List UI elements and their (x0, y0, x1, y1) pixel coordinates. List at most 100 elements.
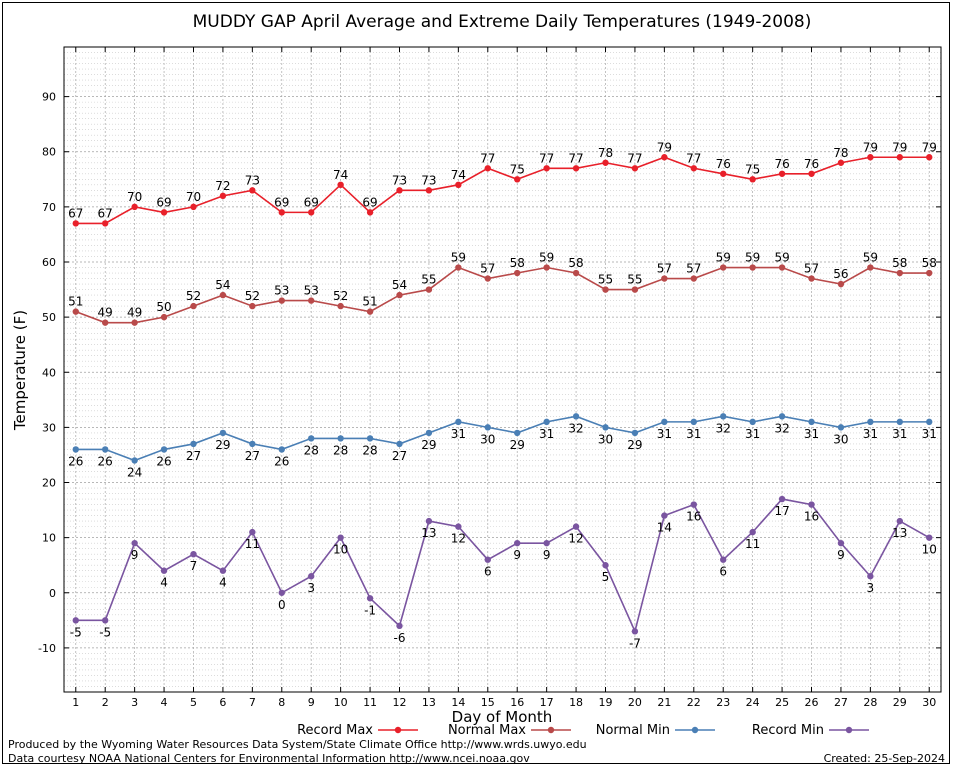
data-point-record-max (190, 203, 197, 211)
data-label-normal-max: 52 (186, 289, 201, 303)
data-label-record-min: 3 (307, 581, 315, 595)
data-point-normal-max (278, 297, 285, 304)
data-point-record-max (926, 154, 933, 161)
data-point-record-max (837, 159, 845, 166)
series-line-record-min (75, 498, 930, 634)
data-point-normal-max (396, 291, 403, 299)
data-label-record-max: 73 (245, 173, 260, 187)
data-point-normal-max (160, 313, 168, 321)
data-label-record-min: 13 (892, 526, 907, 540)
data-point-normal-max (720, 264, 727, 271)
data-label-normal-max: 57 (657, 262, 672, 276)
data-label-record-max: 75 (510, 162, 525, 176)
data-point-normal-max (514, 269, 521, 277)
data-label-record-max: 78 (833, 146, 848, 160)
x-tick-label: 9 (308, 696, 315, 709)
data-label-normal-max: 51 (68, 295, 83, 309)
data-label-normal-min: 32 (774, 421, 789, 435)
data-point-normal-min (896, 418, 903, 426)
data-point-normal-min (661, 418, 668, 426)
y-tick-label: 30 (42, 421, 56, 434)
data-label-record-max: 78 (598, 146, 613, 160)
data-point-record-max (720, 170, 727, 177)
data-point-normal-max (631, 286, 639, 293)
data-label-normal-min: 32 (568, 421, 583, 435)
data-label-record-min: -5 (99, 625, 111, 639)
data-point-record-max (543, 165, 550, 172)
data-point-normal-max (308, 297, 315, 304)
data-label-normal-max: 54 (215, 278, 230, 292)
data-point-normal-max (749, 264, 756, 271)
data-label-normal-max: 52 (245, 289, 260, 303)
data-label-record-max: 79 (922, 140, 937, 154)
y-tick-label: 20 (42, 477, 56, 490)
data-point-normal-max (102, 319, 109, 326)
data-point-record-min (131, 539, 138, 547)
data-point-record-max (867, 154, 874, 161)
data-label-normal-min: 26 (274, 454, 289, 468)
data-label-record-max: 70 (186, 190, 201, 204)
data-point-record-min (308, 573, 315, 580)
y-tick-label: 90 (42, 91, 56, 104)
data-point-record-min (514, 539, 521, 547)
y-tick-label: 60 (42, 256, 56, 269)
y-tick-label: 70 (42, 201, 56, 214)
y-tick-label: 10 (42, 532, 56, 545)
data-point-record-max (602, 159, 609, 166)
data-point-normal-min (278, 446, 285, 453)
data-label-record-max: 77 (686, 151, 701, 165)
data-label-normal-max: 59 (863, 251, 878, 265)
data-point-normal-max (484, 275, 491, 282)
data-point-normal-min (837, 424, 845, 431)
chart-title: MUDDY GAP April Average and Extreme Dail… (193, 12, 812, 32)
data-label-normal-min: 27 (186, 449, 201, 463)
data-label-record-min: -6 (394, 631, 406, 645)
x-tick-label: 23 (716, 696, 730, 709)
data-point-normal-min (926, 418, 933, 426)
x-tick-label: 26 (805, 696, 819, 709)
data-label-normal-max: 53 (274, 284, 289, 298)
data-label-record-min: 10 (922, 543, 937, 557)
data-point-normal-max (690, 275, 697, 282)
data-label-normal-min: 31 (863, 427, 878, 441)
data-label-normal-min: 29 (421, 438, 436, 452)
x-tick-label: 10 (334, 696, 348, 709)
data-point-normal-min (337, 435, 344, 442)
data-label-normal-min: 28 (304, 443, 319, 457)
legend-marker-record-min (845, 726, 853, 734)
data-point-record-min (808, 501, 815, 508)
data-label-normal-min: 30 (480, 432, 495, 446)
data-point-record-max (455, 181, 462, 189)
data-point-record-max (219, 192, 227, 200)
data-point-record-max (131, 203, 138, 211)
data-point-record-max (396, 187, 403, 194)
data-point-record-max (514, 176, 521, 183)
data-label-normal-max: 57 (686, 262, 701, 276)
y-tick-label: 80 (42, 146, 56, 159)
data-label-record-min: 3 (867, 581, 875, 595)
data-point-normal-min (366, 435, 374, 442)
data-point-record-max (661, 154, 668, 161)
data-point-normal-min (572, 413, 580, 420)
x-tick-label: 1 (72, 696, 79, 709)
series-record-min: -5 -5 9 4 7 4 11 0 3 10 -1 -6 13 12 6 9 9 12 5 -7 14 16 6 11 17 1… (70, 495, 937, 650)
data-point-record-min (926, 534, 933, 541)
data-label-normal-min: 31 (745, 427, 760, 441)
data-point-normal-max (131, 319, 138, 326)
data-point-record-min (778, 495, 786, 503)
data-point-record-min (249, 528, 256, 536)
data-label-normal-max: 55 (598, 273, 613, 287)
x-tick-label: 22 (687, 696, 701, 709)
data-label-normal-min: 30 (598, 432, 613, 446)
data-label-normal-min: 31 (804, 427, 819, 441)
data-point-normal-min (249, 440, 256, 448)
x-axis-ticks: 1 2 3 4 5 6 7 8 9 10 11 12 13 14 15 16 17 18 19 20 21 22 23 24 2… (72, 47, 936, 709)
data-label-normal-max: 59 (745, 251, 760, 265)
series-normal-min: 26 26 24 26 27 29 27 26 28 28 28 27 29 31 30 29 31 32 30 29… (68, 413, 937, 479)
data-label-record-max: 76 (804, 157, 819, 171)
data-point-normal-min (219, 429, 227, 437)
data-label-normal-min: 24 (127, 465, 142, 479)
y-tick-label: 50 (42, 311, 56, 324)
